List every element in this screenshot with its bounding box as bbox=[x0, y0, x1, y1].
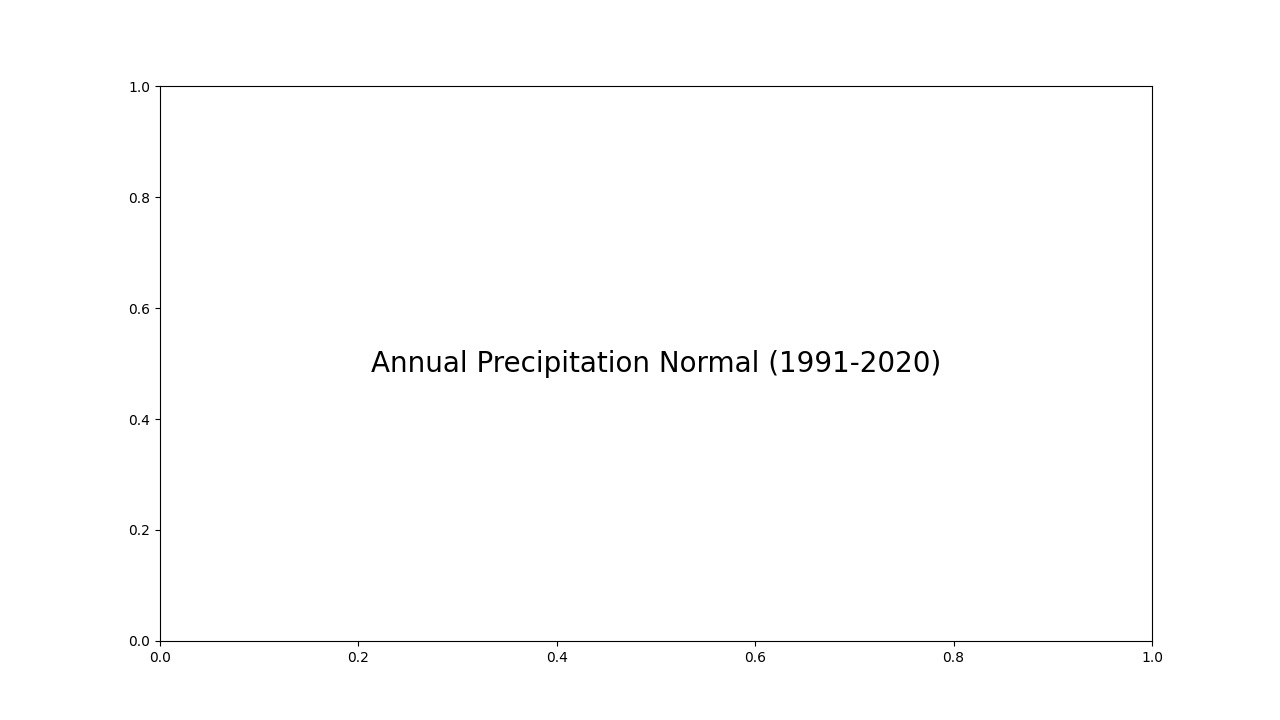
Text: Annual Precipitation Normal (1991-2020): Annual Precipitation Normal (1991-2020) bbox=[371, 350, 941, 377]
